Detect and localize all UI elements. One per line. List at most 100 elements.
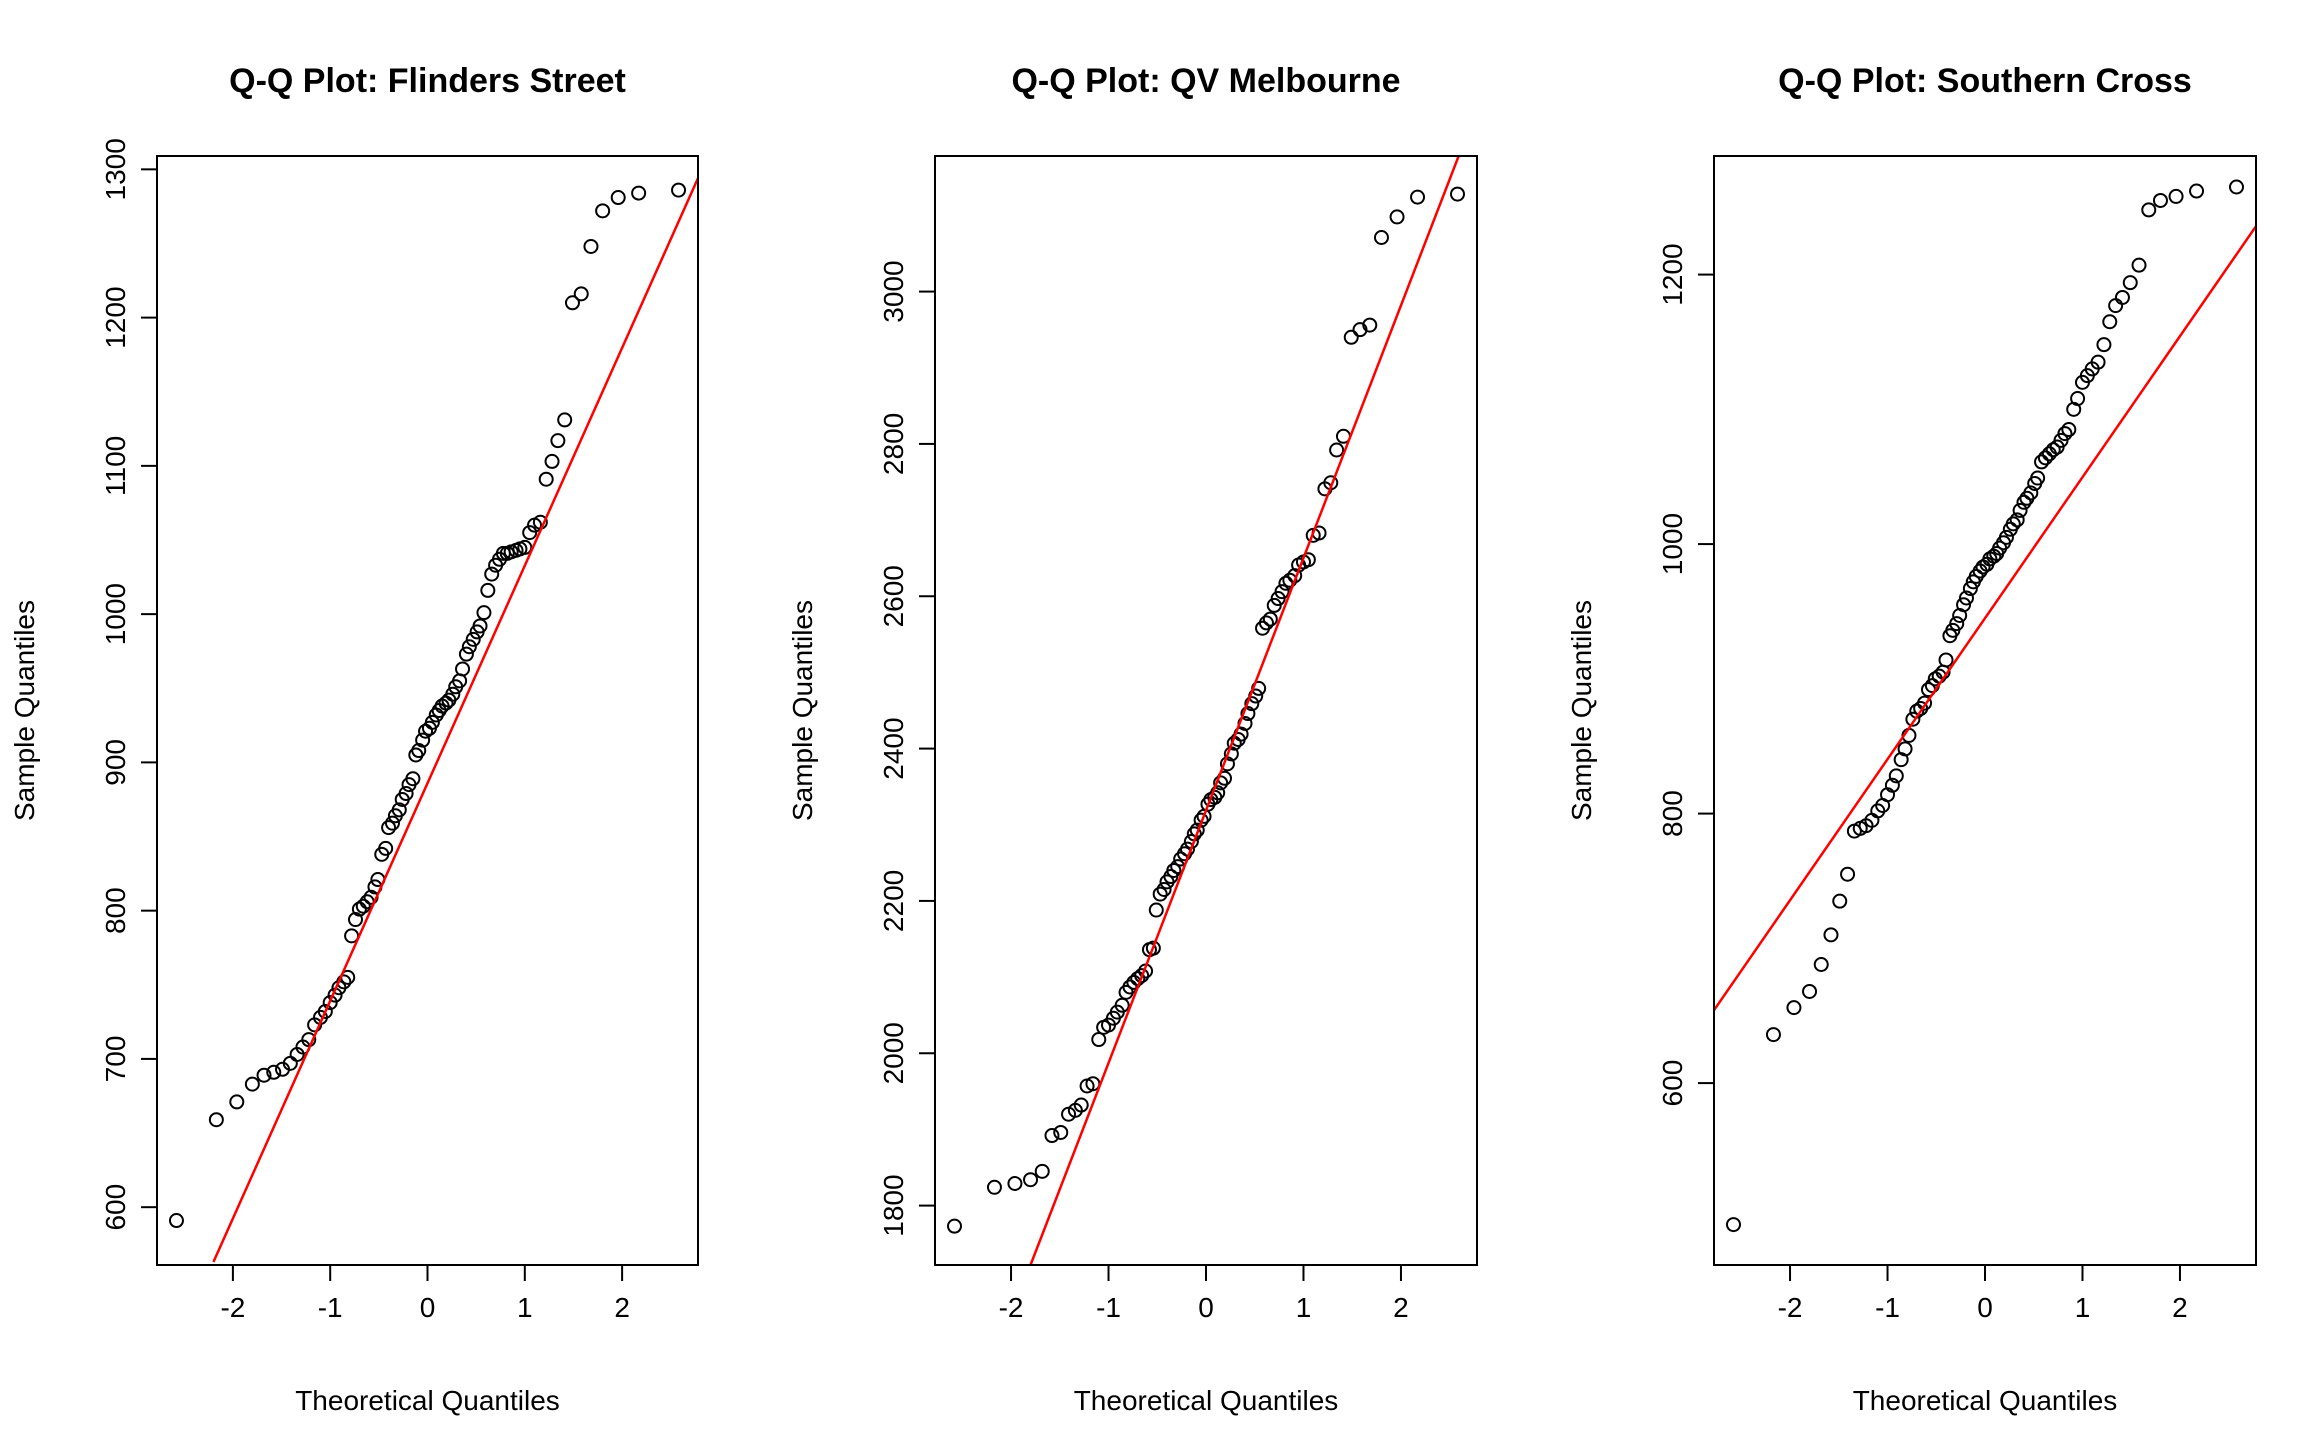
data-point: [1053, 1124, 1069, 1140]
data-point: [1962, 581, 1978, 597]
reference-line: [212, 175, 698, 1263]
data-point: [484, 566, 500, 582]
y-tick-label: 2200: [878, 870, 909, 932]
y-tick-label: 2400: [878, 717, 909, 779]
data-points: [168, 182, 687, 1229]
data-point: [424, 714, 440, 730]
data-point: [480, 582, 496, 598]
data-point: [2189, 183, 2205, 199]
y-tick-label: 1000: [1657, 513, 1688, 575]
data-point: [378, 840, 394, 856]
data-point: [1193, 812, 1209, 828]
data-point: [2090, 354, 2106, 370]
data-point: [1813, 957, 1829, 973]
data-points: [946, 186, 1466, 1234]
y-axis-label: Sample Quantiles: [9, 600, 40, 821]
data-point: [2034, 454, 2050, 470]
data-point: [391, 802, 407, 818]
reference-line: [1714, 223, 2256, 1013]
plot-frame: [1713, 155, 2257, 1266]
y-tick-label: 2600: [878, 565, 909, 627]
data-point: [1258, 615, 1274, 631]
data-point: [1998, 529, 2014, 545]
data-point: [2023, 485, 2039, 501]
qq-panel-flinders-street: Q-Q Plot: Flinders Street -2 -1 0 1 2 600 700 80…: [9, 62, 699, 1416]
x-axis-label: Theoretical Quantiles: [1074, 1385, 1339, 1416]
data-point: [1282, 572, 1298, 588]
y-tick-label: 800: [100, 887, 131, 934]
data-point: [1725, 1217, 1741, 1233]
data-point: [1343, 329, 1359, 345]
data-point: [476, 605, 492, 621]
data-point: [522, 525, 538, 541]
data-point: [2057, 426, 2073, 442]
data-point: [595, 203, 611, 219]
data-point: [1044, 1128, 1060, 1144]
data-point: [1832, 893, 1848, 909]
data-point: [1840, 866, 1856, 882]
data-point: [1034, 1163, 1050, 1179]
x-tick-label: -1: [318, 1292, 343, 1323]
data-point: [1917, 695, 1933, 711]
data-point: [355, 898, 371, 914]
data-point: [322, 995, 338, 1011]
y-tick-label: 700: [100, 1036, 131, 1083]
y-tick-label: 2000: [878, 1022, 909, 1084]
data-point: [1152, 886, 1168, 902]
data-point: [1888, 768, 1904, 784]
y-tick-label: 900: [100, 739, 131, 786]
data-point: [2061, 422, 2077, 438]
y-tick-label: 1300: [100, 138, 131, 200]
data-point: [1329, 442, 1345, 458]
data-point: [1450, 186, 1466, 202]
data-point: [2045, 442, 2061, 458]
data-point: [2168, 188, 2184, 204]
x-tick-label: -2: [220, 1292, 245, 1323]
data-point: [2131, 257, 2147, 273]
data-point: [564, 295, 580, 311]
qq-panel-southern-cross: Q-Q Plot: Southern Cross -2 -1 0 1 2 600 800 100…: [1566, 62, 2257, 1416]
data-point: [2141, 202, 2157, 218]
chart-title: Q-Q Plot: QV Melbourne: [1011, 62, 1400, 100]
y-tick-label: 2800: [878, 413, 909, 475]
data-point: [2229, 179, 2245, 195]
data-point: [1373, 229, 1389, 245]
data-point: [2152, 192, 2168, 208]
data-point: [550, 433, 566, 449]
data-point: [1023, 1172, 1039, 1188]
data-point: [517, 539, 533, 555]
y-tick-label: 1100: [100, 436, 131, 496]
data-point: [208, 1112, 224, 1128]
data-point: [671, 182, 687, 198]
data-point: [2114, 289, 2130, 305]
data-point: [405, 771, 421, 787]
x-tick-label: -2: [1778, 1292, 1803, 1323]
data-point: [610, 190, 626, 206]
x-axis-label: Theoretical Quantiles: [295, 1385, 560, 1416]
data-point: [465, 631, 481, 647]
data-point: [1156, 881, 1172, 897]
data-point: [1802, 983, 1818, 999]
y-tick-label: 1200: [1657, 243, 1688, 305]
data-point: [398, 786, 414, 802]
data-point: [244, 1076, 260, 1092]
data-point: [1823, 927, 1839, 943]
x-tick-label: 2: [614, 1292, 630, 1323]
data-point: [2096, 337, 2112, 353]
data-point: [573, 286, 589, 302]
data-point: [544, 453, 560, 469]
data-point: [1389, 209, 1405, 225]
data-point: [2030, 470, 2046, 486]
data-point: [946, 1218, 962, 1234]
data-point: [2070, 391, 2086, 407]
data-point: [168, 1213, 184, 1229]
data-point: [1166, 862, 1182, 878]
data-point: [1958, 590, 1974, 606]
data-point: [472, 618, 488, 634]
x-tick-label: 2: [1393, 1292, 1409, 1323]
data-point: [458, 646, 474, 662]
data-point: [1938, 652, 1954, 668]
data-point: [415, 732, 431, 748]
y-axis-label: Sample Quantiles: [1566, 600, 1597, 821]
